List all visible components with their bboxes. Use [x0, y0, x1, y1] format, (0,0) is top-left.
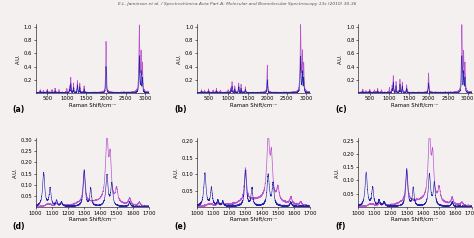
X-axis label: Raman Shift/cm⁻¹: Raman Shift/cm⁻¹	[69, 103, 116, 108]
Text: (e): (e)	[174, 222, 186, 231]
Text: E.L. Jamieson et al. / Spectrochimica Acta Part A: Molecular and Biomolecular Sp: E.L. Jamieson et al. / Spectrochimica Ac…	[118, 2, 356, 6]
Y-axis label: A.U.: A.U.	[12, 167, 18, 178]
Y-axis label: A.U.: A.U.	[335, 167, 340, 178]
X-axis label: Raman Shift/cm⁻¹: Raman Shift/cm⁻¹	[230, 217, 277, 222]
X-axis label: Raman Shift/cm⁻¹: Raman Shift/cm⁻¹	[230, 103, 277, 108]
Text: (f): (f)	[336, 222, 346, 231]
X-axis label: Raman Shift/cm⁻¹: Raman Shift/cm⁻¹	[69, 217, 116, 222]
Y-axis label: A.U.: A.U.	[177, 53, 182, 64]
Text: (a): (a)	[13, 105, 25, 114]
X-axis label: Raman Shift/cm⁻¹: Raman Shift/cm⁻¹	[392, 217, 438, 222]
Text: (c): (c)	[336, 105, 347, 114]
Y-axis label: A.U.: A.U.	[338, 53, 344, 64]
Y-axis label: A.U.: A.U.	[174, 167, 179, 178]
Text: (b): (b)	[174, 105, 187, 114]
X-axis label: Raman Shift/cm⁻¹: Raman Shift/cm⁻¹	[392, 103, 438, 108]
Text: (d): (d)	[13, 222, 25, 231]
Y-axis label: A.U.: A.U.	[16, 53, 21, 64]
